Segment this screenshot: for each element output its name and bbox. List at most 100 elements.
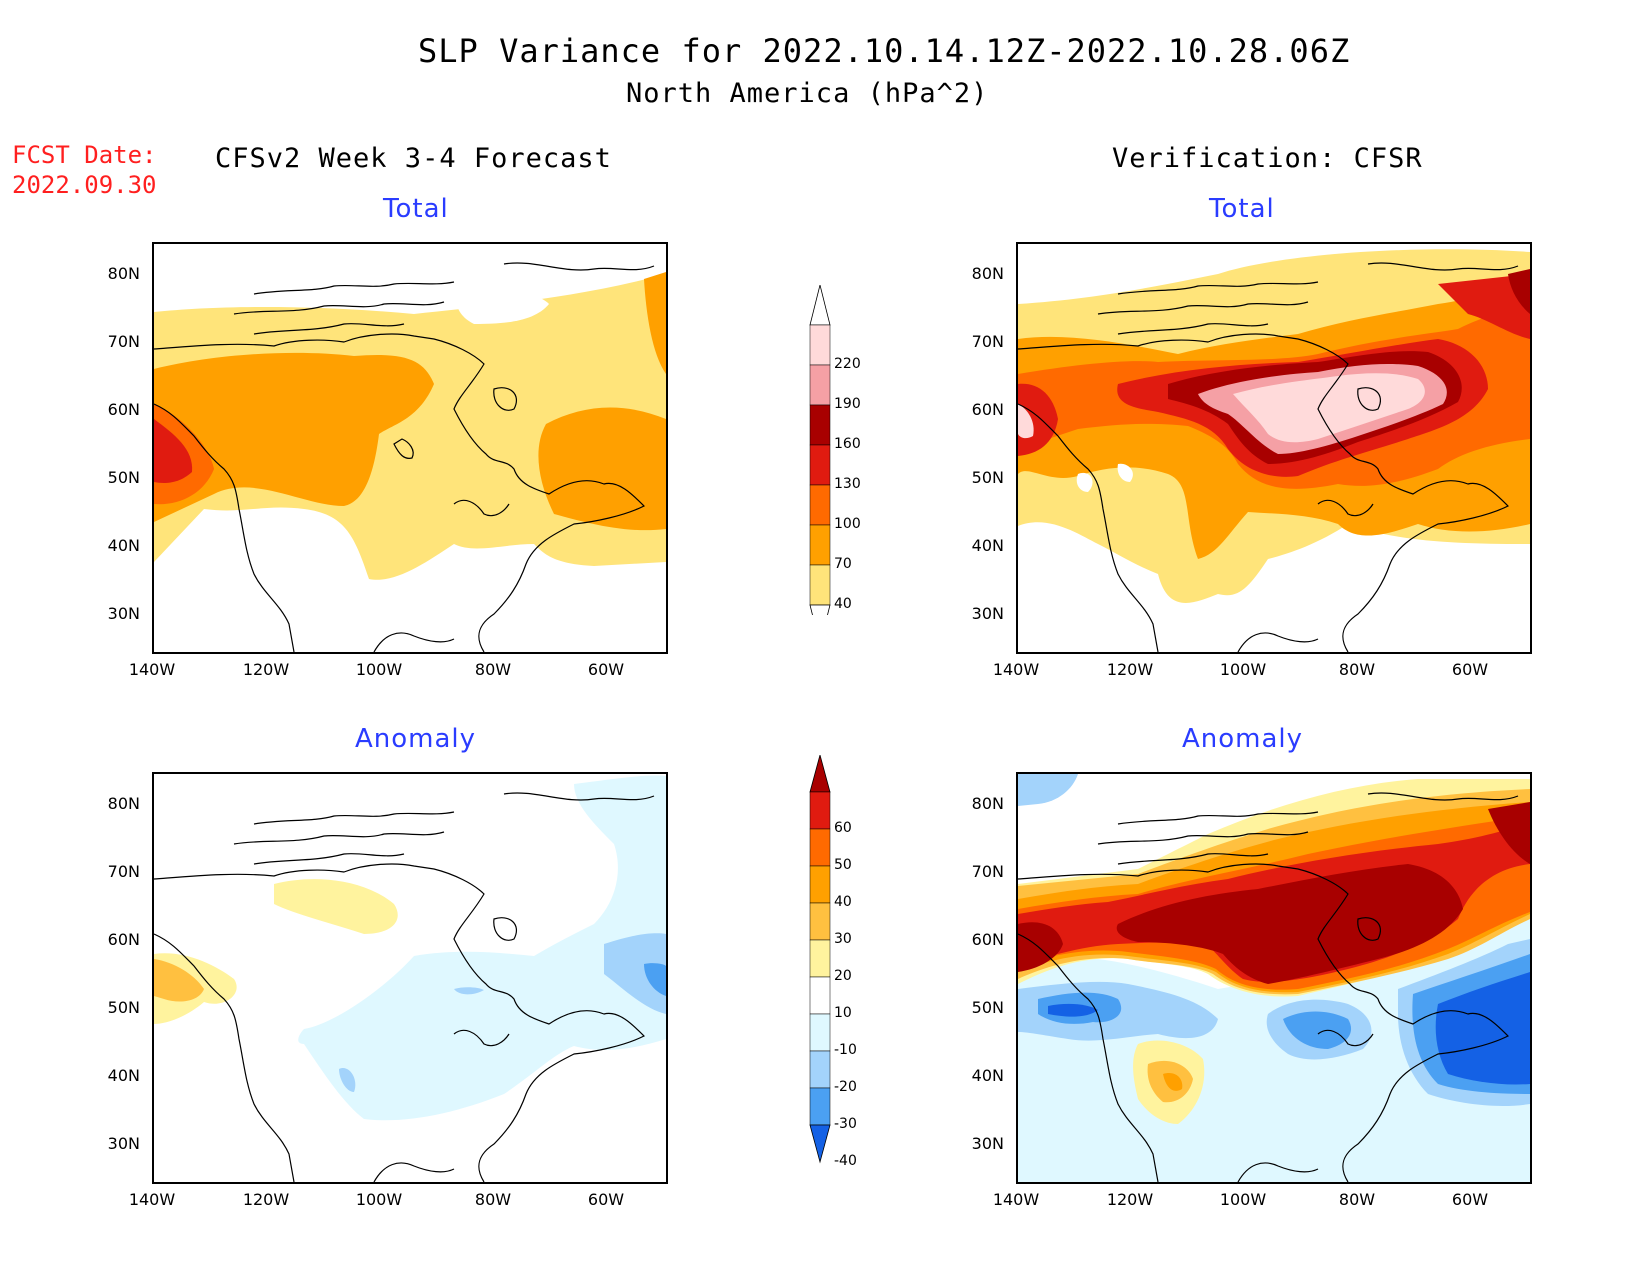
colorbar-level-label: -10 [834,1042,857,1058]
coastline-forecast-total [154,262,655,652]
lon-label: 140W [128,1190,176,1209]
lon-label: 80W [1338,1190,1376,1209]
colorbar-segment [809,444,831,486]
colorbar-level-label: 40 [834,596,852,612]
colorbar-level-label: -30 [834,1116,857,1132]
lat-label: 60N [107,930,140,949]
lat-label: 40N [971,1066,1004,1085]
lat-label: 80N [107,794,140,813]
lon-label: 80W [474,660,512,679]
subtitle: North America (hPa^2) [626,78,989,109]
lon-label: 120W [242,1190,290,1209]
shading-verification-total [1018,249,1530,603]
left-column-title: CFSv2 Week 3-4 Forecast [215,143,612,174]
lat-label: 50N [107,468,140,487]
lat-label: 40N [971,536,1004,555]
lat-label: 40N [107,1066,140,1085]
lat-label: 30N [107,1134,140,1153]
coastline-verification-total [1018,262,1519,652]
colorbar-level-label: 100 [834,516,861,532]
lat-label: 70N [971,332,1004,351]
panel-title-verification-anomaly: Anomaly [1182,724,1304,754]
colorbar-level-label: 10 [834,1005,852,1021]
colorbar-segment [809,484,831,526]
colorbar-segment [809,1050,831,1089]
colorbar-level-label: 40 [834,894,852,910]
lon-label: 60W [1451,660,1489,679]
lon-label: 120W [1106,1190,1154,1209]
colorbar-level-label: 30 [834,931,852,947]
lat-label: 80N [107,264,140,283]
lat-label: 60N [971,930,1004,949]
colorbar-bottom-triangle [809,604,831,646]
lat-label: 30N [971,1134,1004,1153]
map-forecast-total [152,242,668,654]
colorbar-level-label: 160 [834,436,861,452]
colorbar-segment [809,865,831,904]
colorbar-level-label: -40 [834,1153,857,1169]
lon-label: 100W [355,660,403,679]
colorbar-segment [809,564,831,606]
panel-title-forecast-anomaly: Anomaly [355,724,477,754]
lat-label: 70N [107,332,140,351]
colorbar-segment [809,828,831,867]
colorbar-level-label: 190 [834,396,861,412]
colorbar-segment [809,939,831,978]
lat-label: 70N [971,862,1004,881]
colorbar-segment [809,791,831,830]
lon-label: 60W [587,660,625,679]
lat-label: 60N [971,400,1004,419]
colorbar-level-label: 60 [834,820,852,836]
panel-title-forecast-total: Total [383,194,449,224]
lat-label: 40N [107,536,140,555]
main-title: SLP Variance for 2022.10.14.12Z-2022.10.… [418,32,1351,70]
colorbar-anomaly [800,753,840,1205]
lat-label: 80N [971,264,1004,283]
colorbar-level-label: 130 [834,476,861,492]
lat-label: 30N [971,604,1004,623]
colorbar-level-label: 20 [834,968,852,984]
colorbar-segment [809,976,831,1015]
colorbar-segment [809,1013,831,1052]
colorbar-segment [809,364,831,406]
colorbar-segment [809,902,831,941]
colorbar-level-label: -20 [834,1079,857,1095]
lon-label: 60W [1451,1190,1489,1209]
lat-label: 80N [971,794,1004,813]
map-verification-total [1016,242,1532,654]
right-column-title: Verification: CFSR [1112,143,1423,174]
colorbar-segment [809,324,831,366]
lat-label: 70N [107,862,140,881]
lat-label: 50N [107,998,140,1017]
lon-label: 100W [1219,1190,1267,1209]
lon-label: 140W [992,1190,1040,1209]
lat-label: 60N [107,400,140,419]
lat-label: 50N [971,468,1004,487]
coastline-verification-anomaly [1018,792,1519,1182]
fcst-date-value: 2022.09.30 [12,171,157,199]
colorbar-top-triangle [809,753,831,793]
lon-label: 100W [1219,660,1267,679]
fcst-date-label: FCST Date: [12,141,157,169]
panel-title-verification-total: Total [1209,194,1275,224]
lon-label: 80W [474,1190,512,1209]
shading-forecast-total [154,272,666,580]
lat-label: 50N [971,998,1004,1017]
shading-forecast-anomaly [154,775,666,1121]
colorbar-level-label: 220 [834,356,861,372]
colorbar-segment [809,524,831,566]
colorbar-level-label: 70 [834,556,852,572]
coastline-forecast-anomaly [154,792,655,1182]
lon-label: 140W [128,660,176,679]
lon-label: 100W [355,1190,403,1209]
map-verification-anomaly [1016,772,1532,1184]
shading-verification-anomaly [1018,774,1530,1182]
lon-label: 60W [587,1190,625,1209]
colorbar-segment [809,404,831,446]
map-forecast-anomaly [152,772,668,1184]
colorbar-segment [809,1087,831,1126]
lon-label: 140W [992,660,1040,679]
colorbar-bottom-triangle [809,1124,831,1164]
lon-label: 120W [1106,660,1154,679]
colorbar-top-triangle [809,284,831,326]
